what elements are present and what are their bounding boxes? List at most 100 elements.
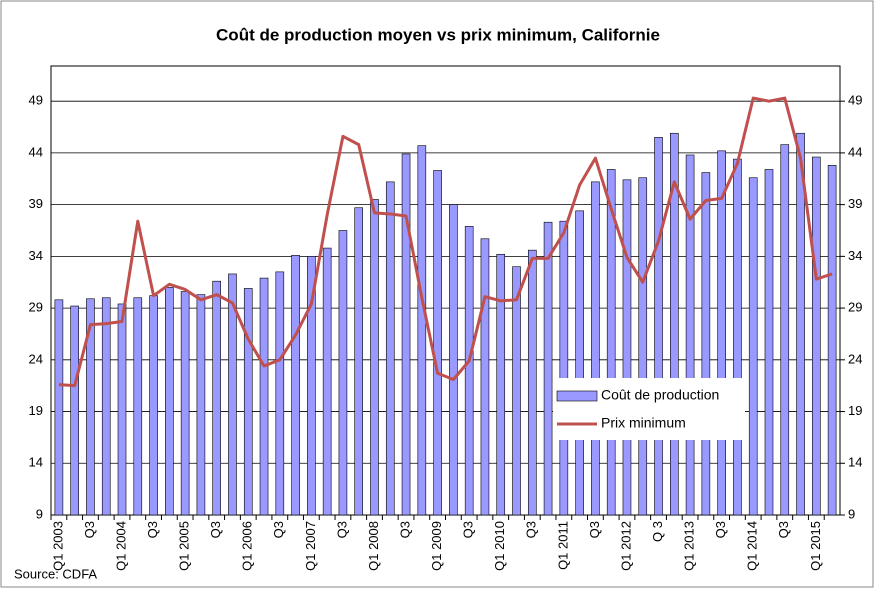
- bar: [575, 210, 584, 516]
- bar: [149, 295, 158, 516]
- bar: [812, 156, 821, 516]
- bar: [512, 266, 521, 516]
- bar: [133, 297, 143, 516]
- x-tick-label: Q1 2010: [492, 521, 507, 571]
- x-tick-label: Q1 2015: [808, 521, 823, 571]
- bar: [228, 273, 237, 516]
- bar: [480, 238, 490, 516]
- x-tick-label: Q3: [271, 521, 286, 538]
- y2-tick-label: 44: [848, 144, 862, 159]
- legend-label: Coût de production: [601, 387, 719, 403]
- bar: [291, 255, 300, 516]
- y-tick-label: 49: [29, 93, 43, 108]
- y2-tick-label: 19: [848, 403, 862, 418]
- x-tick-label: Q1 2004: [113, 521, 128, 571]
- bar: [307, 256, 316, 516]
- x-tick-label: Q3: [587, 521, 602, 538]
- bar: [385, 181, 395, 516]
- bar: [180, 291, 190, 516]
- y-tick-label: 14: [29, 455, 43, 470]
- y-tick-label: 44: [29, 144, 43, 159]
- bar: [591, 181, 600, 516]
- bar: [764, 169, 774, 516]
- x-tick-label: Q3: [524, 521, 539, 538]
- bar: [717, 150, 726, 516]
- bar: [196, 294, 206, 516]
- x-tick-label: Q3: [713, 521, 728, 538]
- y-tick-label: 34: [29, 248, 43, 263]
- y2-tick-label: 39: [848, 196, 862, 211]
- bar: [86, 298, 95, 516]
- bar: [243, 288, 253, 516]
- x-tick-label: Q1 2003: [50, 521, 65, 571]
- y2-tick-label: 9: [848, 506, 855, 521]
- x-tick-label: Q1 2014: [745, 521, 760, 571]
- bar: [101, 297, 111, 516]
- bar: [796, 132, 805, 516]
- bar: [417, 145, 427, 516]
- bar: [433, 170, 442, 516]
- y2-tick-label: 49: [848, 93, 862, 108]
- line: [58, 96, 833, 388]
- bar: [701, 172, 711, 516]
- y-tick-label: 19: [29, 403, 43, 418]
- bar: [117, 303, 127, 516]
- x-tick-label: Q1 2011: [555, 521, 570, 570]
- bar: [322, 247, 332, 516]
- y-tick-label: 39: [29, 196, 43, 211]
- bar: [70, 305, 79, 516]
- y2-tick-label: 34: [848, 248, 862, 263]
- bar: [449, 204, 458, 516]
- bar: [259, 277, 269, 516]
- bar: [748, 177, 758, 516]
- y2-tick-label: 29: [848, 300, 862, 315]
- x-tick-label: Q1 2012: [618, 521, 633, 571]
- y-tick-label: 29: [29, 300, 43, 315]
- legend-box: [553, 378, 745, 440]
- source: Source: CDFA: [14, 566, 97, 581]
- y2-tick-label: 24: [848, 351, 862, 366]
- bar: [733, 158, 742, 516]
- x-tick-label: Q3: [145, 521, 160, 538]
- bar: [827, 165, 837, 516]
- bar: [622, 179, 632, 516]
- legend-label: Prix minimum: [601, 415, 686, 431]
- legend-swatch: [556, 390, 598, 402]
- bar: [54, 299, 64, 516]
- x-tick-label: Q 3: [650, 521, 665, 542]
- bar: [638, 177, 648, 516]
- x-tick-label: Q1 2006: [240, 521, 255, 571]
- x-tick-label: Q3: [397, 521, 412, 538]
- x-tick-label: Q3: [776, 521, 791, 538]
- x-tick-label: Q1 2008: [366, 521, 381, 571]
- x-tick-label: Q3: [82, 521, 97, 538]
- x-tick-label: Q1 2007: [303, 521, 318, 571]
- bar: [780, 144, 790, 516]
- bar: [670, 132, 679, 516]
- y-tick-label: 24: [29, 351, 43, 366]
- bar: [338, 230, 348, 516]
- chart-title: Coût de production moyen vs prix minimum…: [216, 25, 660, 44]
- bar: [685, 154, 695, 516]
- y2-tick-label: 14: [848, 455, 862, 470]
- bar: [527, 249, 537, 516]
- bar: [496, 253, 506, 516]
- bar: [606, 169, 616, 516]
- bar: [559, 220, 569, 516]
- x-tick-label: Q1 2005: [177, 521, 192, 571]
- x-tick-label: Q3: [208, 521, 223, 538]
- bar: [543, 221, 553, 516]
- bar: [654, 137, 663, 516]
- y-tick-label: 9: [36, 506, 43, 521]
- bar: [165, 287, 174, 516]
- x-tick-label: Q1 2009: [429, 521, 444, 571]
- bar: [370, 199, 379, 516]
- x-tick-label: Q1 2013: [682, 521, 697, 571]
- x-tick-label: Q3: [334, 521, 349, 538]
- x-tick-label: Q3: [461, 521, 476, 538]
- bar: [354, 207, 364, 516]
- bar: [275, 271, 285, 516]
- bar: [212, 280, 221, 516]
- bar: [464, 226, 474, 516]
